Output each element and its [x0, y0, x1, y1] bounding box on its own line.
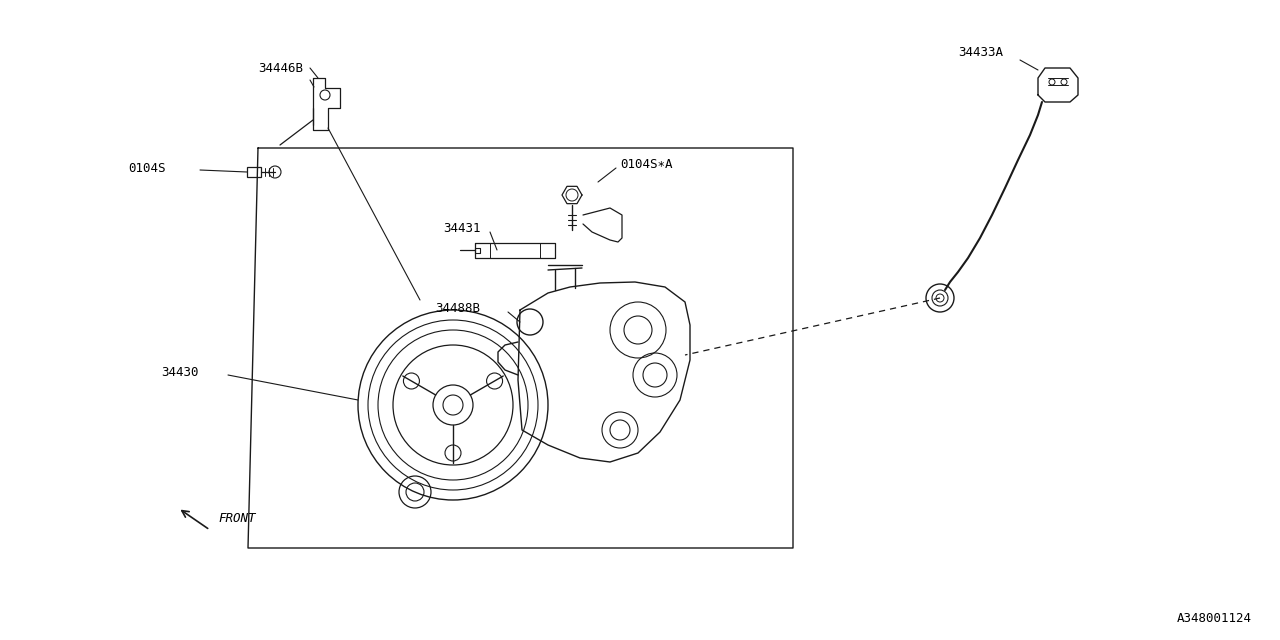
- Text: 34433A: 34433A: [957, 45, 1004, 58]
- Text: 34430: 34430: [161, 365, 198, 378]
- Text: 0104S∗A: 0104S∗A: [620, 157, 672, 170]
- Text: 34488B: 34488B: [435, 301, 480, 314]
- Text: A348001124: A348001124: [1178, 611, 1252, 625]
- Text: 34431: 34431: [443, 221, 480, 234]
- Text: 34446B: 34446B: [259, 61, 303, 74]
- Text: 0104S: 0104S: [128, 161, 165, 175]
- Text: FRONT: FRONT: [218, 511, 256, 525]
